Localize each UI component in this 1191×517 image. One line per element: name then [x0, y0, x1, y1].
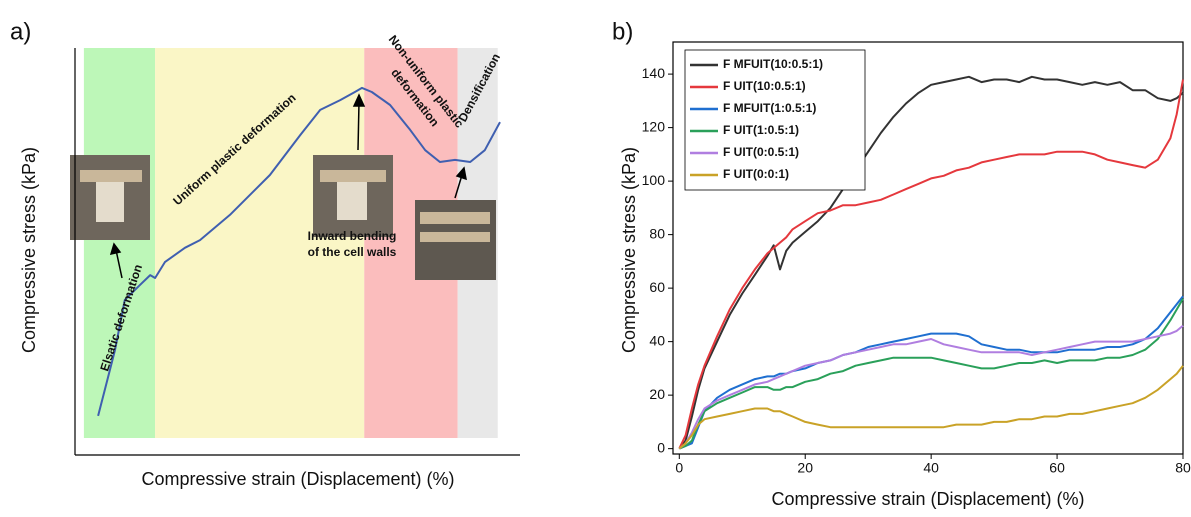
arrow — [115, 249, 123, 279]
legend-label: F UIT(1:0.5:1) — [723, 123, 799, 137]
y-axis-label: Compressive stress (kPa) — [19, 147, 39, 353]
panel-label: a) — [10, 18, 31, 45]
x-tick-label: 80 — [1175, 460, 1191, 476]
y-tick-label: 120 — [642, 118, 666, 134]
y-tick-label: 40 — [649, 332, 665, 348]
region — [83, 48, 156, 438]
y-tick-label: 60 — [649, 279, 665, 295]
x-tick-label: 60 — [1049, 460, 1065, 476]
photo-part — [80, 170, 142, 182]
y-tick-label: 140 — [642, 65, 666, 81]
x-tick-label: 0 — [675, 460, 683, 476]
arrow — [357, 101, 360, 151]
arrow — [454, 174, 463, 199]
legend-box — [684, 49, 866, 191]
photo-part — [337, 182, 367, 220]
data-line — [97, 86, 501, 417]
y-tick-label: 80 — [649, 225, 665, 241]
photo-part — [320, 170, 386, 182]
x-tick-label: 40 — [923, 460, 939, 476]
legend-label: F MFUIT(10:0.5:1) — [723, 57, 823, 71]
photos — [70, 93, 496, 280]
arrow-head — [455, 166, 467, 181]
y-tick-label: 0 — [657, 439, 665, 455]
annotation: Inward bending — [308, 229, 397, 243]
y-tick-label: 100 — [642, 172, 666, 188]
x-axis-label: Compressive strain (Displacement) (%) — [771, 489, 1084, 509]
data-line — [678, 324, 1184, 450]
y-axis-label: Compressive stress (kPa) — [619, 147, 639, 353]
x-axis-label: Compressive strain (Displacement) (%) — [141, 469, 454, 489]
photo-part — [96, 182, 124, 222]
x-tick-label: 20 — [797, 460, 813, 476]
data-line — [678, 75, 1184, 450]
data-line — [678, 79, 1184, 450]
legend-label: F UIT(10:0.5:1) — [723, 79, 806, 93]
data-line — [678, 298, 1184, 450]
plot-frame — [672, 41, 1184, 455]
legend-label: F UIT(0:0.5:1) — [723, 145, 799, 159]
photo-part — [420, 212, 490, 224]
data-line — [678, 365, 1184, 450]
annotation: of the cell walls — [308, 245, 397, 259]
arrow-head — [352, 93, 366, 107]
y-tick-label: 20 — [649, 386, 665, 402]
panel-label: b) — [612, 18, 633, 45]
arrow-head — [109, 242, 122, 256]
legend-label: F MFUIT(1:0.5:1) — [723, 101, 816, 115]
data-line — [678, 295, 1184, 450]
region — [155, 48, 365, 438]
legend-label: F UIT(0:0:1) — [723, 167, 789, 181]
photo-part — [420, 232, 490, 242]
